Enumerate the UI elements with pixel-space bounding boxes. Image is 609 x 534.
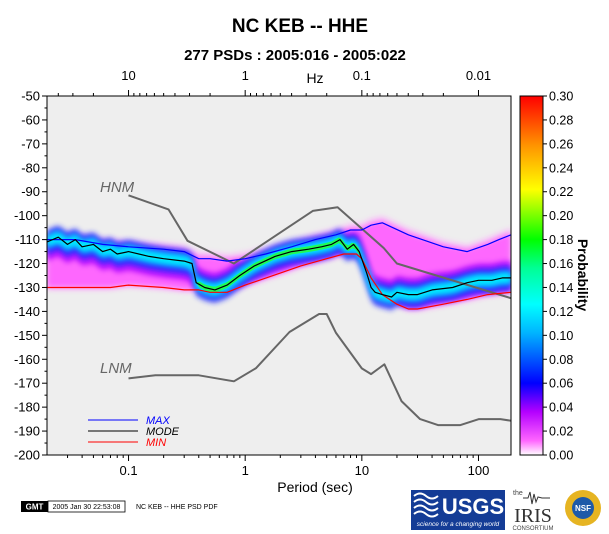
footer-caption: NC KEB -- HHE PSD PDF [136,504,218,511]
x-tick-label: 100 [468,463,490,478]
y-tick-label: -120 [14,256,40,271]
legend-label-min: MIN [146,437,166,449]
series-line-hnm [128,194,511,300]
usgs-logo: USGS science for a changing world [411,490,505,530]
y-tick-label: -100 [14,208,40,223]
legend: MAX MODE MIN [88,415,180,449]
y-tick-label: -180 [14,400,40,415]
iris-prefix: the [513,490,523,497]
y-tick-label: -160 [14,352,40,367]
colorbar-tick-label: 0.16 [549,257,573,271]
y-tick-label: -110 [15,232,40,247]
hnm-label: HNM [100,179,135,196]
colorbar-tick-label: 0.22 [549,185,573,199]
usgs-wave-icon [413,492,439,518]
colorbar-tick-label: 0.08 [549,353,573,367]
series-line-mode [47,236,511,298]
gmt-badge [21,501,48,512]
x-top-tick-label: 10 [121,68,135,83]
colorbar-tick-label: 0.00 [549,449,573,463]
x-top-unit: Hz [306,70,323,86]
colorbar-tick-label: 0.04 [549,401,573,415]
lnm-label: LNM [100,360,132,377]
y-tick-label: -80 [21,160,40,175]
axis-ticks: -50 -60 -70 -80 -90 -100 -110 -120 -130 -140 -150 -… [14,68,491,478]
colorbar-tick-label: 0.20 [549,209,573,223]
timestamp: 2005 Jan 30 22:53:08 [53,504,121,511]
nsf-seal-inner [572,497,594,519]
timestamp-box [47,500,126,513]
y-tick-label: -200 [14,448,40,463]
colorbar-tick-label: 0.28 [549,113,573,127]
x-tick-label: 0.1 [119,463,137,478]
iris-consortium: CONSORTIUM [513,526,554,532]
colorbar [519,95,544,456]
colorbar-label: Probability [575,239,591,312]
legend-label-max: MAX [146,415,171,427]
iris-wordmark: IRIS [514,505,552,527]
legend-label-mode: MODE [146,426,180,438]
y-tick-label: -60 [21,112,40,127]
y-tick-label: -140 [14,304,40,319]
colorbar-tick-label: 0.26 [549,137,573,151]
pdf-band-cyan [47,233,511,302]
y-tick-label: -170 [14,376,40,391]
colorbar-tick-label: 0.30 [549,90,573,104]
colorbar-tick-label: 0.02 [549,425,573,439]
y-tick-label: -190 [14,424,40,439]
y-tick-label: -90 [21,184,40,199]
y-tick-label: -130 [14,280,40,295]
usgs-tagline: science for a changing world [417,521,500,528]
x-tick-label: 1 [242,463,249,478]
colorbar-tick-label: 0.12 [549,305,573,319]
x-top-tick-label: 0.01 [466,68,491,83]
y-tick-label: -70 [21,136,40,151]
chart-title: NC KEB -- HHE [232,16,368,37]
x-axis-label: Period (sec) [277,479,352,495]
gmt-label: GMT [26,503,44,512]
y-tick-label: -150 [14,328,40,343]
iris-logo: the IRIS CONSORTIUM [513,490,554,532]
series-line-lnm [128,313,511,427]
colorbar-ticks: 0.00 0.02 0.04 0.06 0.08 0.10 0.12 0.14 0.16 0.18… [543,90,573,463]
y-tick-label: -50 [21,89,40,104]
nsf-wordmark: NSF [575,504,591,513]
colorbar-tick-label: 0.10 [549,329,573,343]
colorbar-tick-label: 0.14 [549,281,573,295]
pdf-band-lightblue [47,230,511,305]
seismogram-icon [523,491,550,505]
colorbar-tick-label: 0.06 [549,377,573,391]
usgs-wordmark: USGS [442,494,504,519]
chart-subtitle: 277 PSDs : 2005:016 - 2005:022 [184,47,406,64]
nsf-logo: NSF [565,490,601,526]
footer: GMT 2005 Jan 30 22:53:08 NC KEB -- HHE P… [21,500,218,513]
x-tick-label: 10 [355,463,369,478]
colorbar-tick-label: 0.18 [549,233,573,247]
series-line-min [47,253,511,310]
series-lines [47,194,511,427]
x-top-tick-label: 1 [242,68,249,83]
colorbar-tick-label: 0.24 [549,161,573,175]
series-line-max [47,222,511,262]
x-top-tick-label: 0.1 [353,68,371,83]
